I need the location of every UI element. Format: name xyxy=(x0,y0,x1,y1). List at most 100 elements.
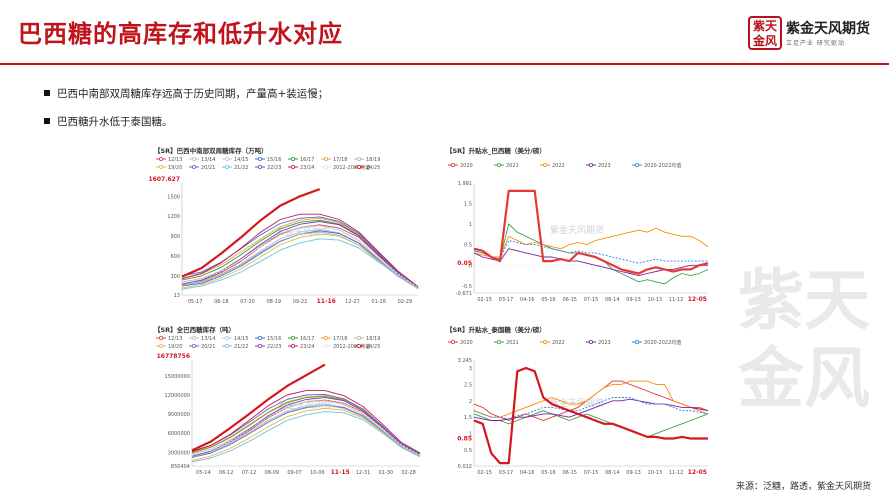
legend-marker xyxy=(323,164,328,169)
chart-title: 【SR】巴西中南部双周糖库存（万吨） xyxy=(154,146,268,155)
y-tick-label: 3.245 xyxy=(458,358,472,364)
series-line-20-21 xyxy=(191,393,421,454)
x-tick-label: 03-17 xyxy=(499,470,514,476)
series-line-20-21 xyxy=(181,216,419,287)
y-tick-label: -0.5 xyxy=(462,284,472,290)
logo-company-name: 紫金天风期货 xyxy=(786,21,870,37)
x-tick-label: 10-06 xyxy=(310,470,325,476)
legend-marker xyxy=(356,164,361,169)
series-line-2012-2023-- xyxy=(181,225,419,288)
legend-label: 23/24 xyxy=(300,165,314,171)
y-tick-label: 0 xyxy=(469,263,472,269)
x-tick-label: 02-15 xyxy=(477,297,492,303)
series-line-18-19 xyxy=(181,231,419,289)
legend-marker xyxy=(158,343,163,348)
legend-marker xyxy=(323,156,328,161)
series-line-2012-2023-- xyxy=(191,400,421,456)
y-tick-label: 1 xyxy=(469,222,472,228)
chart-title: 【SR】升贴水_泰国糖（美分/磅） xyxy=(446,325,546,334)
legend-label: 21/22 xyxy=(234,165,248,171)
logo-seal-icon: 紫天金风 xyxy=(748,16,782,50)
legend-label: 14/15 xyxy=(234,336,248,342)
legend-label: 2020 xyxy=(460,163,473,169)
y-tick-label: 1200 xyxy=(167,214,180,220)
x-tick-label: 05-16 xyxy=(541,470,556,476)
legend-label: 19/20 xyxy=(168,344,182,350)
x-tick-label: 12-05 xyxy=(688,469,707,476)
x-tick-label: 07-15 xyxy=(584,297,599,303)
legend-label: 15/16 xyxy=(267,336,281,342)
highlight-value-label: 0.85 xyxy=(457,436,472,443)
legend-marker xyxy=(634,162,639,167)
x-tick-label: 05-16 xyxy=(541,297,556,303)
series-line-14-15 xyxy=(181,229,419,289)
legend-label: 2021 xyxy=(506,340,519,346)
y-tick-label: 1500 xyxy=(167,194,180,200)
header-divider xyxy=(0,63,889,65)
legend-label: 2020-2022均值 xyxy=(644,339,681,346)
legend-label: 2022 xyxy=(552,163,565,169)
legend-label: 18/19 xyxy=(366,157,380,163)
x-tick-label: 11-12 xyxy=(669,470,684,476)
legend-label: 2012-2023均值 xyxy=(333,164,370,171)
legend-label: 24/25 xyxy=(366,165,380,171)
y-tick-label: 300 xyxy=(170,274,180,280)
chart-title: 【SR】全巴西糖库存（吨） xyxy=(154,325,235,334)
y-tick-label: 2 xyxy=(469,399,472,405)
x-tick-label: 10-13 xyxy=(648,470,663,476)
legend-marker xyxy=(258,335,263,340)
legend-label: 2020 xyxy=(460,340,473,346)
series-line-13-14 xyxy=(181,225,419,289)
legend-marker xyxy=(225,335,230,340)
legend-label: 17/18 xyxy=(333,336,347,342)
x-tick-label: 09-22 xyxy=(293,299,308,305)
legend-label: 2022 xyxy=(552,340,565,346)
source-note: 来源：泛糖，路透，紫金天风期货 xyxy=(735,482,871,492)
highlight-value-label: 0.05 xyxy=(457,260,472,267)
x-tick-label: 02-29 xyxy=(398,299,413,305)
bullet-text: 巴西中南部双周糖库存远高于历史同期，产量高+装运慢； xyxy=(57,88,329,100)
chart-panel-4: 【SR】升贴水_泰国糖（美分/磅） 2020 2021 2022 2023 2020-20… xyxy=(440,322,715,482)
legend-marker xyxy=(290,343,295,348)
page-title: 巴西糖的高库存和低升水对应 xyxy=(18,20,343,48)
legend-marker xyxy=(323,343,328,348)
x-tick-label: 02-28 xyxy=(401,470,416,476)
legend-marker xyxy=(356,335,361,340)
y-tick-label: 2.5 xyxy=(464,382,472,388)
legend-label: 22/23 xyxy=(267,344,281,350)
chart-panel-2: 【SR】全巴西糖库存（吨） 12/13 13/14 14/15 15/16 16/17 17… xyxy=(148,322,426,482)
legend-marker xyxy=(588,339,593,344)
x-tick-label: 08-19 xyxy=(267,299,282,305)
legend-marker xyxy=(356,156,361,161)
legend-marker xyxy=(192,156,197,161)
bullet-text: 巴西糖升水低于泰国糖。 xyxy=(57,116,173,128)
chart-watermark: 紫金天风期货 xyxy=(550,224,604,236)
legend-marker xyxy=(634,339,639,344)
legend-marker xyxy=(158,156,163,161)
legend-label: 2012-2023均值 xyxy=(333,343,370,350)
legend-label: 18/19 xyxy=(366,336,380,342)
x-tick-label: 05-14 xyxy=(196,470,211,476)
chart-brazil-total-stock: 【SR】全巴西糖库存（吨） 12/13 13/14 14/15 15/16 16/17 17… xyxy=(154,325,421,476)
series-line-2022 xyxy=(473,227,709,258)
x-tick-label: 12-05 xyxy=(688,296,707,303)
x-tick-label: 01-30 xyxy=(379,470,394,476)
legend-label: 24/25 xyxy=(366,344,380,350)
series-line-21-22 xyxy=(181,238,419,290)
chart-brazil-cs-stock: 【SR】巴西中南部双周糖库存（万吨） 12/13 13/14 14/15 15/16 16… xyxy=(148,146,419,305)
series-line-2020-2022-- xyxy=(473,240,708,264)
legend-label: 20/21 xyxy=(201,165,215,171)
x-tick-label: 06-15 xyxy=(562,297,577,303)
x-tick-label: 06-18 xyxy=(214,299,229,305)
x-tick-label: 02-15 xyxy=(477,470,492,476)
series-line-2024 xyxy=(473,366,708,465)
series-line-22-23 xyxy=(181,221,419,288)
legend-marker xyxy=(497,162,502,167)
legend-label: 16/17 xyxy=(300,336,314,342)
y-tick-label: 15000000 xyxy=(165,374,190,380)
legend-label: 17/18 xyxy=(333,157,347,163)
legend-marker xyxy=(258,156,263,161)
y-tick-label: 1.5 xyxy=(464,415,472,421)
y-tick-label: 3 xyxy=(469,366,472,372)
y-tick-label: 850404 xyxy=(171,464,190,470)
